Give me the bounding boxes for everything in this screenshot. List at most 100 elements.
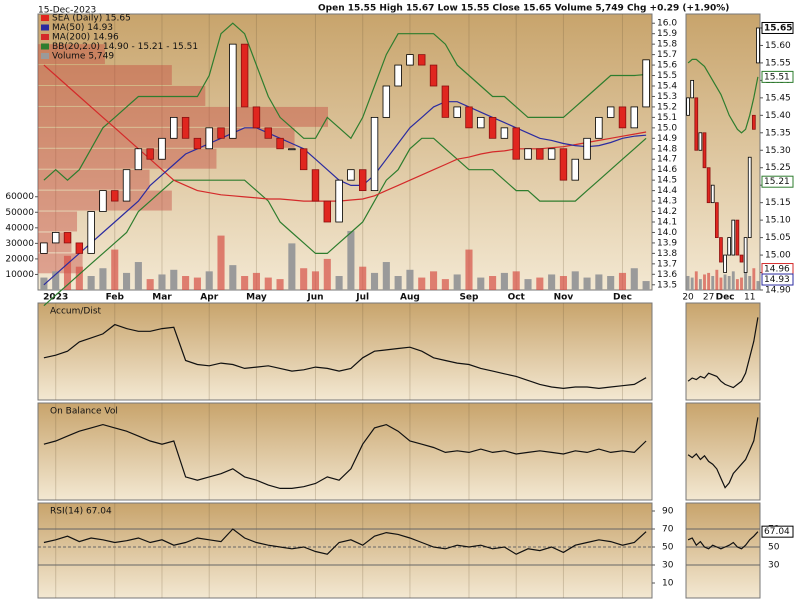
candle-body [418,54,426,66]
candle-body [193,137,202,150]
volume-bar [512,271,520,290]
zoom-volume-bar [719,277,723,290]
x-tick-label: Feb [106,293,125,303]
volume-bar [536,277,544,290]
y-tick-label: 14.4 [657,186,677,196]
zoom-volume-bar [727,276,731,290]
price-label-box [761,273,794,286]
candle-body [406,54,414,66]
quote-line: Open 15.55 High 15.67 Low 15.55 Close 15… [318,4,729,14]
volume-bar [134,262,142,290]
y-tick-label: 13.6 [657,270,677,280]
zoom-volume-bar [698,279,702,290]
candle-body [559,148,568,181]
volume-bar [300,268,308,290]
y2-tick-label: 40000 [5,223,34,233]
zoom-volume-bar [711,276,715,290]
x-tick-label: Oct [508,293,526,303]
price-label: 15.65 [764,23,792,33]
zoom-x-tick-label: 20 [682,293,694,303]
candle-body [642,59,650,108]
candle-body [63,232,72,244]
candle-body [382,85,391,118]
zoom-candle-body [751,114,756,130]
candle-body [205,127,213,150]
y2-tick-label: 50000 [5,208,34,218]
volume-bar [359,266,367,290]
candle-body [264,127,272,139]
candle-body [288,148,296,151]
volume-by-price-bar [38,169,150,190]
volume-bar [158,274,166,290]
legend-label: Volume 5,749 [52,52,114,62]
candle-body [134,148,143,171]
zoom-y-tick-label: 15.15 [765,198,791,208]
candle-body [453,106,461,118]
zoom-candle-body [690,79,695,99]
zoom-candle-body [731,219,736,256]
candle-body [595,116,603,139]
zoom-volume-bar [723,274,727,290]
volume-bar [548,274,556,290]
zoom-rsi-tick-label: 30 [768,561,780,571]
candle-body [441,85,450,118]
volume-bar [229,265,237,290]
candle-body [477,116,485,129]
volume-bar [394,276,402,290]
zoom-candle-body [686,97,690,116]
zoom-candle-body [743,237,748,273]
candle-body [347,169,355,181]
zoom-x-tick-label: Dec [716,293,735,303]
x-tick-label: Jun [306,293,323,303]
candle-body [630,106,638,129]
y-tick-label: 14.0 [657,228,677,238]
y-tick-label: 14.9 [657,134,677,144]
volume-bar [630,268,638,290]
zoom-candle-body [719,237,723,263]
volume-bar [335,276,343,290]
volume-bar [241,276,249,290]
candle-body [40,242,48,254]
zoom-candle-body [694,97,699,151]
indicator-line [43,423,647,489]
zoom-x-tick-label: 11 [744,293,755,303]
candle-body [146,148,154,160]
volume-by-price-bar [38,211,78,232]
zoom-volume-bar [748,276,752,290]
price-label-box [761,70,794,83]
zoom-y-tick-label: 15.00 [765,251,791,261]
zoom-candle-body [702,132,707,169]
panel [37,302,653,401]
volume-bar [607,276,615,290]
candle-body [335,179,343,223]
bb-upper [43,22,647,182]
y-tick-label: 14.1 [657,218,677,228]
zoom-candle-body [714,202,719,238]
panel [37,402,653,501]
candle-body [217,127,225,139]
legend-label: MA(50) 14.93 [52,23,113,33]
zoom-candle-body [735,219,740,256]
volume-bar [642,281,650,290]
zoom-candle-body [723,254,727,273]
zoom-y-tick-label: 15.45 [765,93,791,103]
volume-bar [99,268,107,290]
ma50-line [43,101,647,286]
rsi-line [43,528,647,555]
bb-lower [43,137,647,307]
y2-tick-label: 10000 [5,270,34,280]
volume-bar [63,255,72,290]
rsi-value-label: 67.04 [764,527,790,537]
zoom-y-tick-label: 15.55 [765,58,791,68]
volume-by-price-bar [38,44,105,65]
volume-bar [370,272,379,290]
candle-body [536,148,544,160]
candle-body [111,190,119,202]
candle-body [618,106,627,129]
candle-body [311,169,320,202]
y-tick-label: 14.3 [657,197,677,207]
zoom-volume-bar [686,276,690,290]
panel [685,13,761,291]
volume-bar [276,279,284,290]
